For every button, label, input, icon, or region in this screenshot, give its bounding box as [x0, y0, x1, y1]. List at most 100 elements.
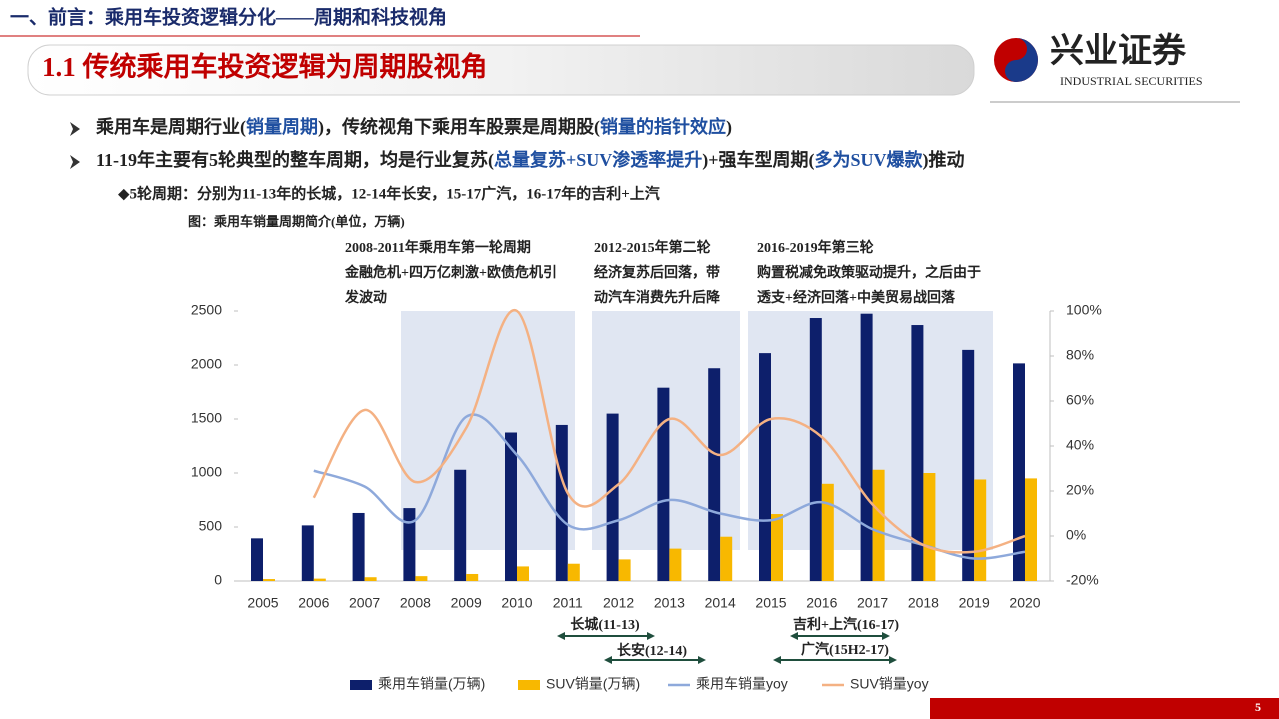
bar: [263, 579, 275, 581]
cycle-label: 长安(12-14): [617, 642, 687, 659]
arrow-head: [790, 632, 798, 640]
logo-cn: 兴业证券: [1050, 32, 1187, 70]
bar: [809, 318, 822, 581]
x-tick-label: 2015: [755, 595, 786, 611]
y-tick-label: 1000: [191, 464, 222, 480]
line-series: [312, 309, 1026, 554]
bar: [759, 353, 771, 581]
bullet-segment: )+强车型周期(: [702, 149, 814, 171]
legend-swatch: [518, 680, 540, 690]
y-tick-label: 2000: [191, 356, 222, 372]
line-series: [313, 413, 1026, 560]
period-note: 动汽车消费先升后降: [594, 289, 721, 306]
title-banner: [27, 44, 975, 96]
bar: [911, 325, 924, 581]
bar: [923, 473, 936, 581]
x-tick-label: 2005: [247, 595, 278, 611]
bullet-segment: ): [726, 117, 732, 138]
arrow-head: [882, 632, 890, 640]
y2-tick-label: 60%: [1066, 392, 1094, 408]
legend-label: 乘用车销量yoy: [696, 676, 788, 692]
y-tick-label: 500: [199, 518, 223, 534]
arrow-head: [647, 632, 655, 640]
x-tick-label: 2009: [451, 595, 482, 611]
slide-title: 1.1 传统乘用车投资逻辑为周期股视角: [42, 51, 488, 82]
y2-tick-label: 20%: [1066, 482, 1094, 498]
x-tick-label: 2020: [1009, 595, 1040, 611]
page-number: 5: [1255, 700, 1261, 714]
bar: [454, 469, 467, 581]
y-tick-label: 0: [214, 572, 222, 588]
bullet-segment: )，传统视角下乘用车股票是周期股(: [318, 116, 600, 138]
x-tick-label: 2008: [400, 595, 431, 611]
period-note: 2008-2011年乘用车第一轮周期: [345, 239, 531, 256]
arrow-head: [698, 656, 706, 664]
bar: [403, 508, 416, 581]
legend-label: SUV销量yoy: [850, 676, 929, 692]
footer-bar: [930, 698, 1279, 719]
bar: [517, 566, 529, 581]
cycle-label: 吉利+上汽(16-17): [793, 616, 899, 633]
bullet: 11-19年主要有5轮典型的整车周期，均是行业复苏(总量复苏+SUV渗透率提升)…: [96, 149, 965, 171]
arrow-head: [773, 656, 781, 664]
bullet-segment: 多为SUV爆款: [815, 149, 924, 170]
bar: [251, 538, 263, 581]
bar: [415, 576, 428, 581]
bar: [708, 368, 721, 581]
x-tick-label: 2017: [857, 595, 888, 611]
bar: [618, 559, 631, 581]
bar: [606, 413, 619, 581]
bullet-segment: 销量周期: [246, 116, 318, 137]
sub-bullet: ◆5轮周期：分别为11-13年的长城，12-14年长安，15-17广汽，16-1…: [118, 184, 660, 202]
bar: [505, 432, 517, 581]
bar: [313, 578, 326, 581]
bar: [567, 563, 580, 581]
bar: [771, 514, 783, 581]
period-shade: [401, 311, 575, 550]
bar: [720, 536, 733, 581]
legend-label: 乘用车销量(万辆): [378, 676, 485, 692]
period-note: 2016-2019年第三轮: [757, 239, 874, 256]
y-tick-label: 1500: [191, 410, 222, 426]
bar: [555, 424, 568, 581]
bar: [657, 387, 670, 581]
bar: [669, 548, 682, 581]
section-title: 一、前言：乘用车投资逻辑分化——周期和科技视角: [10, 5, 447, 28]
bar: [974, 479, 987, 581]
x-tick-label: 2016: [806, 595, 837, 611]
y2-tick-label: -20%: [1066, 572, 1099, 588]
x-tick-label: 2010: [501, 595, 532, 611]
bullet: 乘用车是周期行业(销量周期)，传统视角下乘用车股票是周期股(销量的指针效应): [95, 116, 732, 138]
x-tick-label: 2012: [603, 595, 634, 611]
period-note: 发波动: [344, 289, 387, 306]
logo: 兴业证券 INDUSTRIAL SECURITIES: [994, 32, 1203, 88]
bar: [962, 349, 975, 581]
legend-swatch: [350, 680, 372, 690]
bullet-icon: [70, 122, 80, 136]
period-note: 经济复苏后回落，带: [594, 264, 720, 281]
y2-tick-label: 80%: [1066, 347, 1094, 363]
bullet-icon: [70, 155, 80, 169]
bar: [1013, 363, 1025, 581]
period-note: 购置税减免政策驱动提升，之后由于: [757, 264, 981, 281]
period-note: 透支+经济回落+中美贸易战回落: [757, 289, 956, 306]
y2-tick-label: 0%: [1066, 527, 1086, 543]
arrow-head: [557, 632, 565, 640]
bar: [352, 512, 365, 581]
x-tick-label: 2019: [959, 595, 990, 611]
bar: [860, 313, 873, 581]
y2-tick-label: 40%: [1066, 437, 1094, 453]
bar: [1025, 478, 1037, 581]
bar: [872, 469, 885, 581]
bar: [364, 577, 377, 581]
arrow-head: [889, 656, 897, 664]
x-tick-label: 2011: [553, 595, 583, 611]
y2-tick-label: 100%: [1066, 302, 1102, 318]
bullet-segment: 总量复苏+SUV渗透率提升: [494, 149, 702, 170]
logo-swirl: [1005, 38, 1038, 82]
x-tick-label: 2007: [349, 595, 380, 611]
logo-en: INDUSTRIAL SECURITIES: [1060, 74, 1203, 88]
x-tick-label: 2006: [298, 595, 329, 611]
